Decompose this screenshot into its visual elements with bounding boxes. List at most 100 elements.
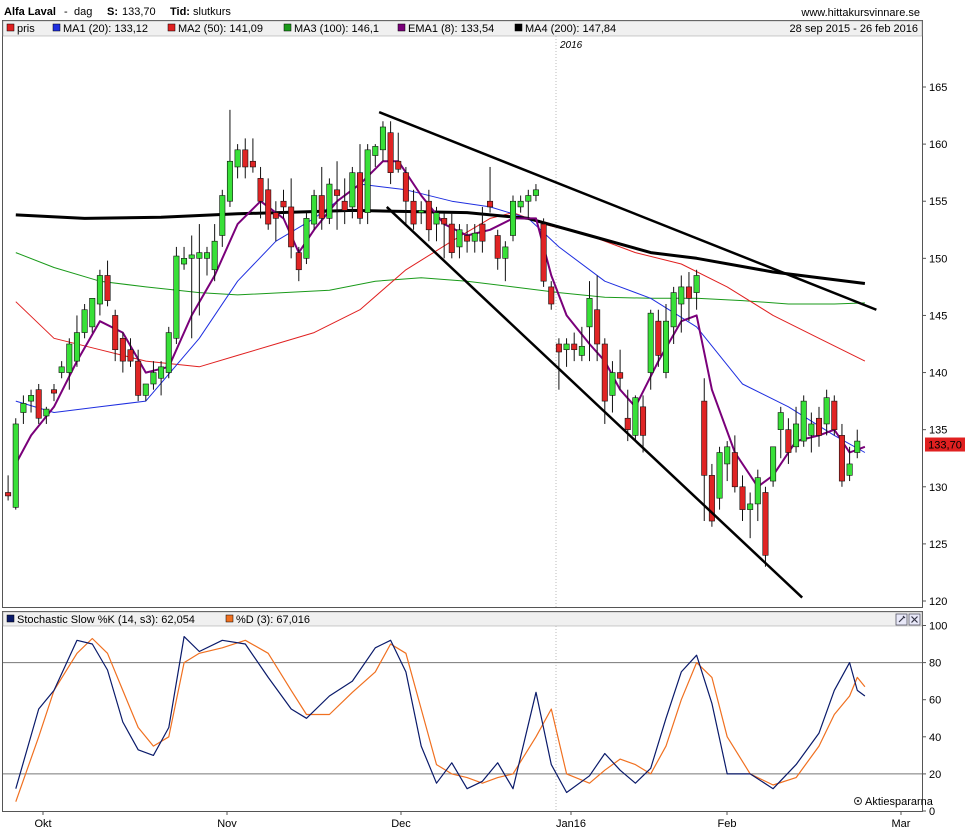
candle [58, 361, 65, 379]
candle [609, 361, 616, 413]
stoch-legend-k: Stochastic Slow %K (14, s3): 62,054 [6, 614, 195, 626]
x-tick-label: Jan16 [556, 818, 586, 830]
candle [632, 395, 639, 442]
candle [219, 189, 226, 247]
svg-text:%D (3): 67,016: %D (3): 67,016 [236, 614, 310, 626]
candle [708, 463, 715, 527]
candle [471, 224, 478, 253]
candle [226, 109, 233, 207]
candle [12, 418, 19, 510]
candle [127, 338, 134, 367]
stoch-k-line [15, 636, 866, 794]
stoch-panel-frame [2, 611, 923, 812]
candle [716, 446, 723, 510]
stoch-lines [15, 636, 866, 802]
candle [356, 144, 363, 225]
site-url[interactable]: www.hittakursvinnare.se [800, 7, 920, 19]
candle [540, 218, 547, 287]
svg-text:MA2 (50): 141,09: MA2 (50): 141,09 [178, 23, 263, 35]
x-tick-label: Okt [34, 818, 51, 830]
candle [770, 446, 777, 487]
candle [135, 349, 142, 402]
candle [418, 201, 425, 225]
stoch-legend-d: %D (3): 67,016 [225, 614, 310, 626]
x-tick-label: Feb [718, 818, 737, 830]
candle [693, 269, 700, 310]
stoch-axis: 0 20 40 60 80 100 [3, 621, 947, 818]
legend-ema1: EMA1 (8): 133,54 [397, 23, 494, 35]
x-tick-label: Mar [892, 818, 911, 830]
candle [35, 383, 42, 424]
candle [341, 178, 348, 225]
candle [617, 349, 624, 390]
candle [5, 475, 12, 501]
legend-ma3: MA3 (100): 146,1 [283, 23, 379, 35]
candle [204, 246, 211, 276]
time-label: Tid: [170, 6, 190, 18]
candle [349, 166, 356, 219]
candle [104, 260, 111, 307]
candlesticks [5, 109, 861, 567]
candle [838, 423, 845, 487]
candle [265, 178, 272, 230]
candle [678, 275, 685, 333]
candle [257, 166, 264, 219]
candle [303, 212, 310, 265]
stoch-tick-label: 80 [929, 658, 941, 670]
candle [158, 361, 165, 396]
stoch-tick-label: 60 [929, 695, 941, 707]
candle [188, 235, 195, 339]
candle [754, 469, 761, 522]
candle [73, 315, 80, 367]
candle [494, 229, 501, 270]
candle [165, 326, 172, 379]
candle [739, 475, 746, 522]
svg-text:133,70: 133,70 [928, 440, 962, 452]
candle [731, 435, 738, 493]
stoch-tick-label: 0 [929, 806, 935, 818]
candle [234, 144, 241, 179]
stoch-settings-icon[interactable] [895, 613, 908, 626]
stoch-close-icon[interactable] [908, 613, 921, 626]
price-panel-frame [2, 20, 923, 608]
time-value: slutkurs [193, 6, 231, 18]
candle [571, 332, 578, 362]
x-tick-label: Nov [217, 818, 237, 830]
price-tick-label: 155 [929, 196, 947, 208]
candle [815, 406, 822, 447]
candle [326, 178, 333, 225]
stoch-tick-label: 40 [929, 732, 941, 744]
candle [280, 189, 287, 219]
candle [793, 406, 800, 453]
candle [119, 332, 126, 373]
candle [196, 224, 203, 316]
candle [66, 338, 73, 390]
candle [487, 166, 494, 213]
svg-text:Stochastic Slow %K (14, s3): 6: Stochastic Slow %K (14, s3): 62,054 [17, 614, 195, 626]
candle [242, 138, 249, 179]
last-price-label: S: [107, 6, 118, 18]
price-tick-label: 135 [929, 425, 947, 437]
candle [181, 246, 188, 270]
stoch-tick-label: 20 [929, 769, 941, 781]
legend-pris: pris [6, 23, 35, 35]
candle [150, 361, 157, 390]
candle [272, 201, 279, 242]
candle [662, 304, 669, 379]
candle [379, 121, 386, 162]
candle [502, 241, 509, 282]
candle [548, 281, 555, 310]
price-tick-label: 130 [929, 482, 947, 494]
candle [701, 378, 708, 522]
candle [532, 184, 539, 202]
candle [846, 446, 853, 482]
candle [43, 406, 50, 424]
legend-bar [2, 20, 923, 37]
candle [402, 166, 409, 225]
svg-text:MA3 (100): 146,1: MA3 (100): 146,1 [294, 23, 379, 35]
ma-line-3 [15, 252, 865, 305]
svg-text:MA4 (200): 147,84: MA4 (200): 147,84 [525, 23, 616, 35]
candle [456, 224, 463, 259]
candle [517, 195, 524, 213]
candle [433, 206, 440, 242]
